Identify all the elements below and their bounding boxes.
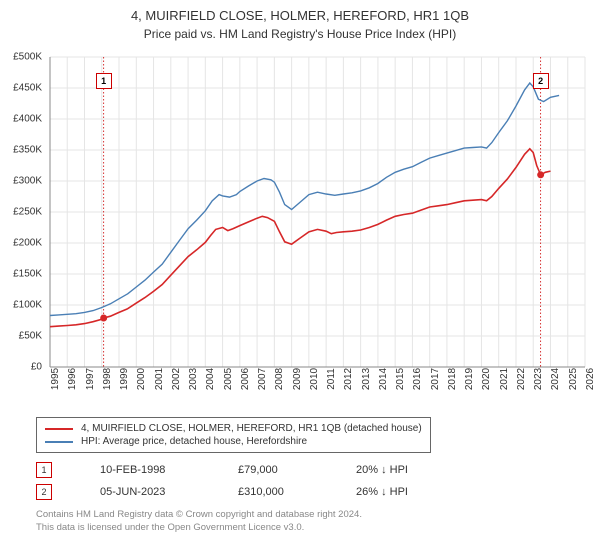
x-tick-label: 2022 [516,368,527,390]
transaction-price: £79,000 [238,464,308,476]
legend-swatch [45,428,73,430]
x-tick-label: 2017 [430,368,441,390]
x-tick-label: 2023 [533,368,544,390]
chart: £0 £50K £100K £150K £200K £250K £300K £350K £400… [10,49,590,409]
legend-row: HPI: Average price, detached house, Here… [45,435,422,448]
x-tick-label: 2008 [274,368,285,390]
footer-line-1: Contains HM Land Registry data © Crown c… [36,509,582,522]
x-tick-label: 1998 [102,368,113,390]
marker-badge: 2 [533,73,549,89]
marker-badge: 1 [96,73,112,89]
transaction-badge: 2 [36,484,52,500]
x-tick-label: 2026 [585,368,596,390]
y-tick-label: £500K [13,52,42,63]
x-tick-label: 2010 [309,368,320,390]
y-tick-label: £50K [19,331,42,342]
x-tick-label: 2016 [412,368,423,390]
y-tick-label: £250K [13,207,42,218]
x-tick-label: 2025 [568,368,579,390]
x-tick-label: 2009 [292,368,303,390]
x-tick-label: 2015 [395,368,406,390]
titles: 4, MUIRFIELD CLOSE, HOLMER, HEREFORD, HR… [0,0,600,41]
transaction-row: 2 05-JUN-2023 £310,000 26% ↓ HPI [36,481,582,503]
legend-label: HPI: Average price, detached house, Here… [81,436,307,447]
y-tick-label: £300K [13,176,42,187]
x-tick-label: 2020 [481,368,492,390]
legend: 4, MUIRFIELD CLOSE, HOLMER, HEREFORD, HR… [36,417,431,453]
x-tick-label: 2000 [136,368,147,390]
transaction-delta: 20% ↓ HPI [356,464,456,476]
y-tick-label: £0 [31,362,42,373]
y-tick-label: £450K [13,83,42,94]
transaction-table: 1 10-FEB-1998 £79,000 20% ↓ HPI 2 05-JUN-2023… [36,459,582,503]
x-tick-label: 2024 [550,368,561,390]
x-tick-label: 1999 [119,368,130,390]
chart-container: 4, MUIRFIELD CLOSE, HOLMER, HEREFORD, HR… [0,0,600,535]
transaction-date: 05-JUN-2023 [100,486,190,498]
x-tick-label: 1995 [50,368,61,390]
y-tick-label: £100K [13,300,42,311]
transaction-price: £310,000 [238,486,308,498]
y-tick-label: £150K [13,269,42,280]
x-tick-label: 2003 [188,368,199,390]
legend-row: 4, MUIRFIELD CLOSE, HOLMER, HEREFORD, HR… [45,422,422,435]
chart-svg [10,49,590,409]
x-tick-label: 2019 [464,368,475,390]
x-tick-label: 1996 [67,368,78,390]
y-tick-label: £400K [13,114,42,125]
y-tick-label: £200K [13,238,42,249]
legend-swatch [45,441,73,443]
transaction-date: 10-FEB-1998 [100,464,190,476]
x-tick-label: 2002 [171,368,182,390]
transaction-row: 1 10-FEB-1998 £79,000 20% ↓ HPI [36,459,582,481]
series-red [50,149,551,327]
x-tick-label: 2018 [447,368,458,390]
x-tick-label: 2013 [361,368,372,390]
x-tick-label: 1997 [85,368,96,390]
x-tick-label: 2004 [205,368,216,390]
x-tick-label: 2012 [343,368,354,390]
x-tick-label: 2001 [154,368,165,390]
x-tick-label: 2014 [378,368,389,390]
transaction-delta: 26% ↓ HPI [356,486,456,498]
footer: Contains HM Land Registry data © Crown c… [36,509,582,535]
footer-line-2: This data is licensed under the Open Gov… [36,522,582,535]
x-tick-label: 2006 [240,368,251,390]
y-tick-label: £350K [13,145,42,156]
title-main: 4, MUIRFIELD CLOSE, HOLMER, HEREFORD, HR… [0,8,600,23]
x-tick-label: 2011 [326,368,337,390]
transaction-badge: 1 [36,462,52,478]
title-sub: Price paid vs. HM Land Registry's House … [0,27,600,41]
legend-label: 4, MUIRFIELD CLOSE, HOLMER, HEREFORD, HR… [81,423,422,434]
x-tick-label: 2005 [223,368,234,390]
x-tick-label: 2007 [257,368,268,390]
x-tick-label: 2021 [499,368,510,390]
